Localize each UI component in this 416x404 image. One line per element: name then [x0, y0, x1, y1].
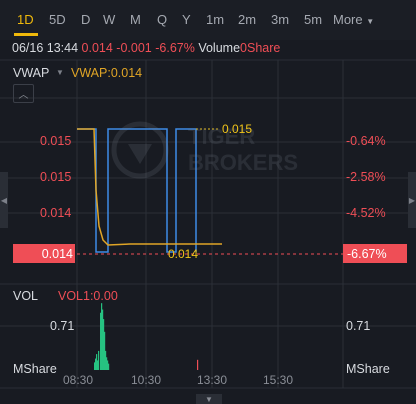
- volume-bar: [95, 358, 97, 370]
- chevron-up-icon: ︿: [18, 90, 29, 101]
- price-series-line: [77, 128, 197, 253]
- tab-d[interactable]: D: [81, 12, 91, 27]
- volume-bar: [100, 312, 102, 370]
- volume-bar: [102, 309, 104, 370]
- tab-3m[interactable]: 3m: [271, 12, 290, 27]
- high-price-annotation: 0.015: [222, 122, 253, 136]
- indicator-caret-icon[interactable]: ▼: [56, 68, 64, 77]
- y-tick-right-2: -2.58%: [346, 170, 386, 184]
- tab-1d[interactable]: 1D: [17, 12, 34, 27]
- time-tick-0830: 08:30: [63, 373, 94, 387]
- vol-tick-left: 0.71: [50, 319, 75, 333]
- tab-2m[interactable]: 2m: [238, 12, 257, 27]
- chevron-right-icon: ▶: [408, 195, 416, 205]
- tab-more[interactable]: More ▼: [333, 12, 374, 27]
- vol-unit-left: MShare: [13, 362, 57, 376]
- tab-q[interactable]: Q: [157, 12, 168, 27]
- volume-value: 0Share: [240, 41, 281, 55]
- tab-1m[interactable]: 1m: [206, 12, 225, 27]
- y-tick-right-1: -0.64%: [346, 134, 386, 148]
- vol-indicator-value: VOL1:0.00: [58, 289, 118, 303]
- current-pct-tag-value: -6.67%: [347, 246, 387, 261]
- brand-watermark: TIGER BROKERS: [110, 118, 310, 182]
- vol-indicator-label[interactable]: VOL: [13, 289, 39, 303]
- tab-y[interactable]: Y: [182, 12, 191, 27]
- quote-price: 0.014: [81, 41, 113, 55]
- volume-bar: [107, 360, 109, 370]
- volume-bar: [101, 303, 103, 370]
- vol-tick-right: 0.71: [346, 319, 371, 333]
- vwap-indicator-value: VWAP:0.014: [71, 66, 143, 80]
- volume-bar: [98, 350, 100, 370]
- tiger-logo-icon: [111, 121, 169, 179]
- chevron-down-icon: ▼: [205, 394, 213, 404]
- current-price-tag-left: 0.014: [13, 244, 75, 263]
- tab-more-label: More: [333, 12, 363, 27]
- vwap-indicator-label[interactable]: VWAP: [13, 66, 50, 80]
- timeframe-tab-bar: 1D 5D D W M Q Y 1m 2m 3m 5m More ▼: [0, 0, 416, 40]
- y-tick-left-2: 0.015: [40, 170, 72, 184]
- volume-bars: [94, 303, 199, 370]
- chevron-left-icon: ◀: [0, 195, 8, 205]
- volume-bar: [104, 331, 106, 370]
- time-tick-1330: 13:30: [197, 373, 228, 387]
- vol-unit-right: MShare: [346, 362, 390, 376]
- volume-bar: [197, 359, 199, 370]
- current-pct-tag-right: -6.67%: [343, 244, 407, 263]
- quote-datetime: 06/16 13:44: [12, 41, 79, 55]
- time-tick-1030: 10:30: [131, 373, 162, 387]
- tab-m[interactable]: M: [130, 12, 141, 27]
- y-tick-right-3: -4.52%: [346, 206, 386, 220]
- quote-change-pct: -6.67%: [155, 41, 195, 55]
- tab-5d[interactable]: 5D: [49, 12, 66, 27]
- watermark-line1: TIGER: [188, 124, 256, 149]
- volume-bar: [103, 319, 105, 370]
- caret-down-icon: ▼: [366, 17, 375, 26]
- current-price-tag-value: 0.014: [41, 246, 73, 261]
- vwap-series-line: [77, 128, 222, 246]
- active-tab-indicator: [14, 33, 38, 36]
- low-price-annotation: 0.014: [168, 247, 199, 261]
- expand-bottom-handle[interactable]: ▼: [196, 394, 222, 404]
- y-tick-left-3: 0.014: [40, 206, 72, 220]
- watermark-line2: BROKERS: [188, 150, 299, 175]
- time-tick-1530: 15:30: [263, 373, 294, 387]
- volume-bar: [94, 362, 96, 370]
- quote-change: -0.001: [116, 41, 152, 55]
- volume-bar: [108, 363, 110, 370]
- volume-bar: [106, 357, 108, 370]
- collapse-indicator-button[interactable]: ︿: [13, 84, 34, 103]
- volume-bar: [96, 354, 98, 370]
- y-tick-left-1: 0.015: [40, 134, 72, 148]
- right-panel-handle[interactable]: ▶: [408, 172, 416, 228]
- volume-bar: [105, 350, 107, 370]
- volume-bar: [97, 360, 99, 370]
- tab-w[interactable]: W: [103, 12, 116, 27]
- tab-5m[interactable]: 5m: [304, 12, 323, 27]
- quote-info-line: 06/16 13:44 0.014 -0.001 -6.67% Volume0S…: [12, 41, 280, 55]
- volume-label: Volume: [198, 41, 241, 55]
- left-panel-handle[interactable]: ◀: [0, 172, 8, 228]
